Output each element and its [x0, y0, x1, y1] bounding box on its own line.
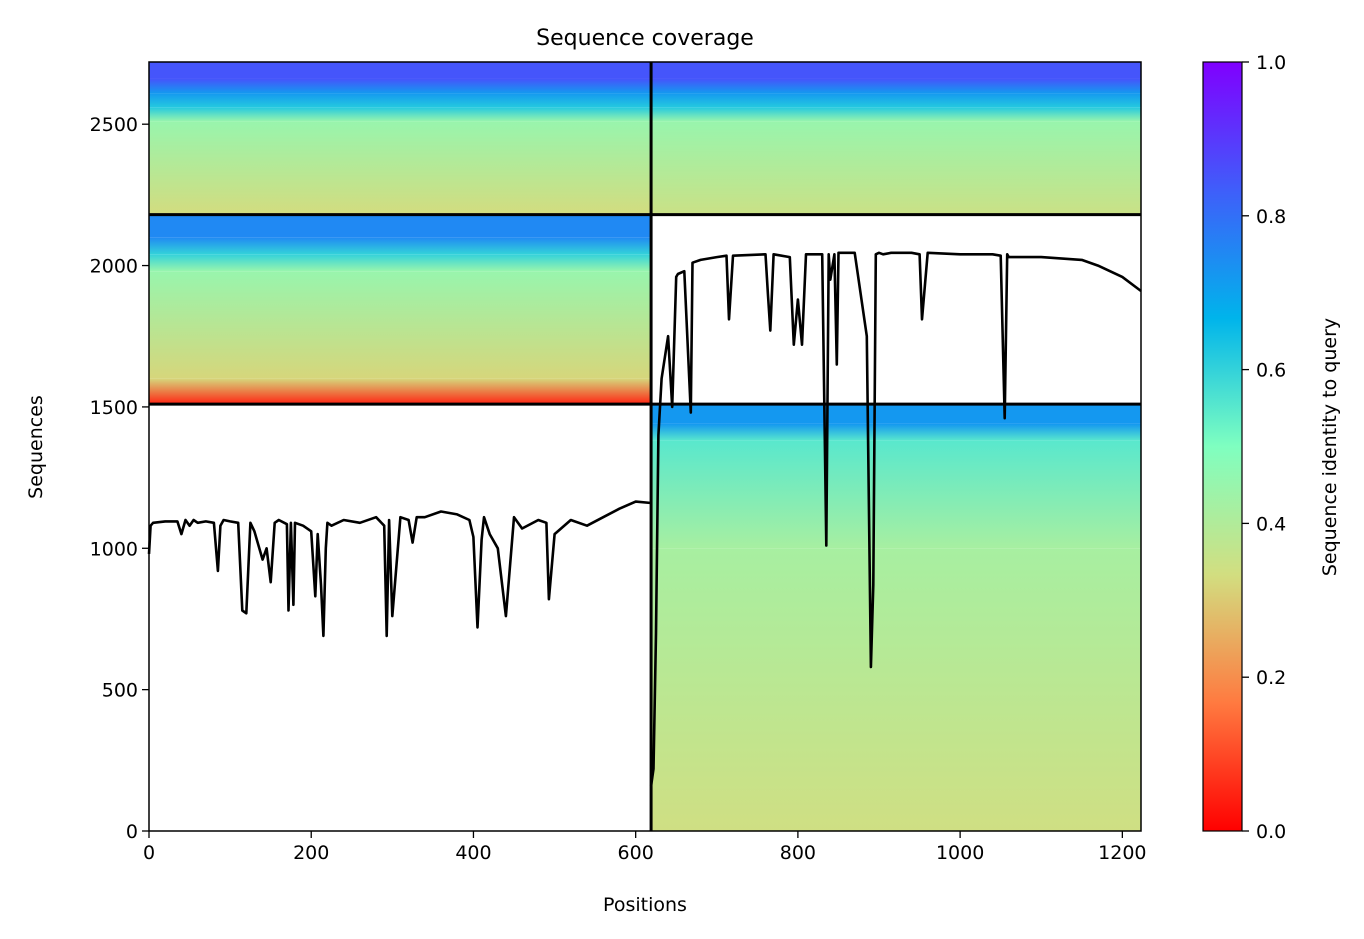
- x-tick-label: 1200: [1098, 842, 1146, 864]
- coverage-lines: [147, 251, 1142, 786]
- identity-band: [651, 121, 1141, 215]
- colorbar-tick-label: 0.2: [1256, 667, 1286, 689]
- y-tick-label: 2500: [90, 114, 138, 136]
- identity-band: [651, 404, 1141, 424]
- identity-band: [149, 254, 652, 272]
- colorbar-gradient: [1202, 61, 1243, 832]
- colorbar-tick-label: 1.0: [1256, 52, 1286, 74]
- identity-band: [149, 107, 652, 122]
- coverage-line-1: [147, 500, 652, 638]
- identity-band: [651, 423, 1141, 441]
- x-tick-label: 1000: [936, 842, 984, 864]
- colorbar-ticks: 0.0 0.2 0.4 0.6 0.8 1.0: [1242, 52, 1286, 843]
- identity-band: [651, 78, 1141, 94]
- block-dividers: [149, 62, 1141, 831]
- x-tick-label: 600: [618, 842, 654, 864]
- plot-frame: [148, 61, 1142, 832]
- identity-band: [651, 93, 1141, 108]
- coverage-line-2: [649, 251, 1142, 786]
- y-tick-label: 0: [126, 821, 138, 843]
- identity-band: [149, 62, 652, 79]
- x-axis: 0 200 400 600 800 1000 1200: [143, 831, 1147, 864]
- x-axis-label: Positions: [603, 894, 687, 916]
- identity-band: [149, 214, 652, 238]
- y-tick-label: 500: [102, 680, 138, 702]
- y-axis-label: Sequences: [25, 395, 47, 499]
- colorbar-tick-label: 0.8: [1256, 206, 1286, 228]
- identity-band: [149, 271, 652, 379]
- msa-block-2: [651, 62, 1141, 215]
- y-tick-label: 2000: [90, 256, 138, 278]
- identity-band: [651, 107, 1141, 122]
- x-tick-label: 800: [780, 842, 816, 864]
- colorbar-tick-label: 0.4: [1256, 513, 1286, 535]
- x-tick-label: 0: [143, 842, 155, 864]
- y-tick-label: 1500: [90, 397, 138, 419]
- identity-band: [149, 93, 652, 108]
- colorbar: 0.0 0.2 0.4 0.6 0.8 1.0 Sequence identity to …: [1202, 52, 1341, 843]
- msa-block-4: [651, 404, 1141, 831]
- x-tick-label: 200: [293, 842, 329, 864]
- identity-band: [149, 78, 652, 94]
- msa-blocks: [149, 62, 1141, 831]
- y-tick-label: 1000: [90, 538, 138, 560]
- plot-area: [147, 61, 1142, 832]
- identity-band: [149, 121, 652, 215]
- y-axis: 0 500 1000 1500 2000 2500: [90, 114, 149, 843]
- colorbar-tick-label: 0.0: [1256, 821, 1286, 843]
- msa-block-1: [149, 62, 652, 215]
- chart-title: Sequence coverage: [536, 26, 754, 51]
- msa-block-3: [149, 214, 652, 405]
- colorbar-label: Sequence identity to query: [1319, 318, 1341, 576]
- colorbar-tick-label: 0.6: [1256, 360, 1286, 382]
- identity-band: [149, 237, 652, 255]
- x-tick-label: 400: [455, 842, 491, 864]
- identity-band: [651, 62, 1141, 79]
- identity-band: [149, 378, 652, 405]
- identity-band: [651, 440, 1141, 549]
- identity-band: [651, 548, 1141, 831]
